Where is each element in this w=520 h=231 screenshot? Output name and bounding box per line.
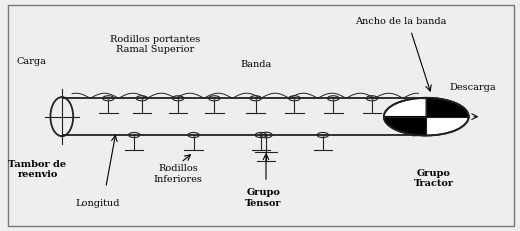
Text: Rodillos
Inferiores: Rodillos Inferiores xyxy=(154,164,203,184)
Text: Carga: Carga xyxy=(17,57,47,66)
Text: Longitud: Longitud xyxy=(76,199,120,208)
Ellipse shape xyxy=(384,98,469,135)
Text: Grupo
Tensor: Grupo Tensor xyxy=(245,188,282,208)
Text: Banda: Banda xyxy=(240,61,271,70)
Text: Rodillos portantes
Ramal Superior: Rodillos portantes Ramal Superior xyxy=(110,35,200,54)
Text: Ancho de la banda: Ancho de la banda xyxy=(355,17,446,26)
Polygon shape xyxy=(384,117,426,135)
Text: Tambor de
reenvio: Tambor de reenvio xyxy=(8,160,67,179)
Text: Descarga: Descarga xyxy=(449,83,496,92)
Text: Grupo
Tractor: Grupo Tractor xyxy=(414,169,454,188)
Polygon shape xyxy=(426,98,469,117)
